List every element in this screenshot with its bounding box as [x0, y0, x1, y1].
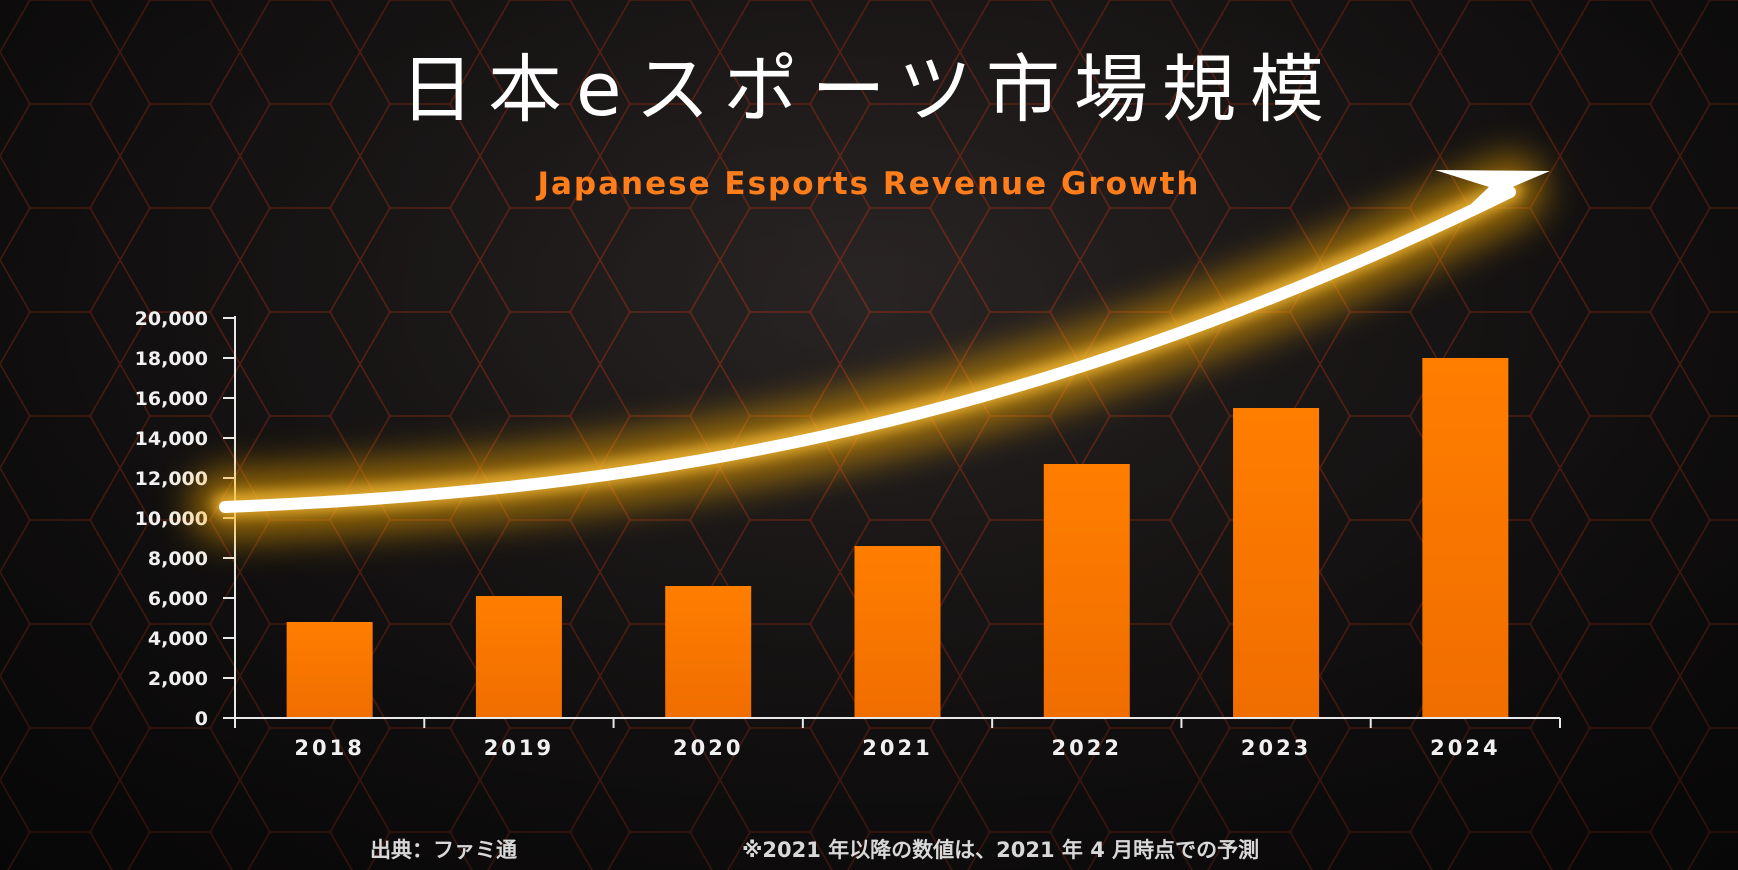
y-tick-label: 12,000	[135, 468, 208, 490]
page-title: 日本eスポーツ市場規模	[399, 47, 1339, 133]
y-tick-label: 18,000	[135, 348, 208, 370]
bar-2022	[1043, 464, 1130, 718]
x-tick-label: 2024	[1430, 736, 1500, 760]
source-note: 出典：ファミ通	[370, 838, 517, 862]
y-tick-label: 14,000	[135, 428, 208, 450]
bar-2023	[1233, 408, 1320, 718]
y-tick-label: 2,000	[148, 668, 208, 690]
x-tick-label: 2018	[294, 736, 364, 760]
y-tick-label: 4,000	[148, 628, 208, 650]
chart-subtitle: Japanese Esports Revenue Growth	[537, 166, 1201, 202]
x-tick-label: 2023	[1241, 736, 1311, 760]
bars-group	[286, 358, 1509, 718]
bar-2018	[286, 622, 373, 718]
x-tick-label: 2021	[862, 736, 932, 760]
bar-2024	[1422, 358, 1509, 718]
axes-group: 0 2,000 4,000 6,000 8,000 10,000 12,000 14,000 1…	[135, 308, 1561, 760]
y-tick-label: 10,000	[135, 508, 208, 530]
x-tick-label: 2019	[484, 736, 554, 760]
y-tick-label: 0	[195, 708, 208, 730]
x-tick-label: 2020	[673, 736, 743, 760]
growth-arrow-line	[219, 186, 1516, 513]
bar-2019	[475, 596, 562, 718]
y-tick-label: 6,000	[148, 588, 208, 610]
x-tick-label: 2022	[1052, 736, 1122, 760]
growth-arrow-head	[1435, 170, 1550, 205]
bar-2021	[854, 546, 941, 718]
forecast-note: ※2021 年以降の数値は、2021 年 4 月時点での予測	[742, 838, 1260, 862]
growth-arrow	[190, 155, 1550, 540]
y-tick-label: 20,000	[135, 308, 208, 330]
y-tick-label: 8,000	[148, 548, 208, 570]
y-tick-label: 16,000	[135, 388, 208, 410]
bar-2020	[665, 586, 752, 718]
